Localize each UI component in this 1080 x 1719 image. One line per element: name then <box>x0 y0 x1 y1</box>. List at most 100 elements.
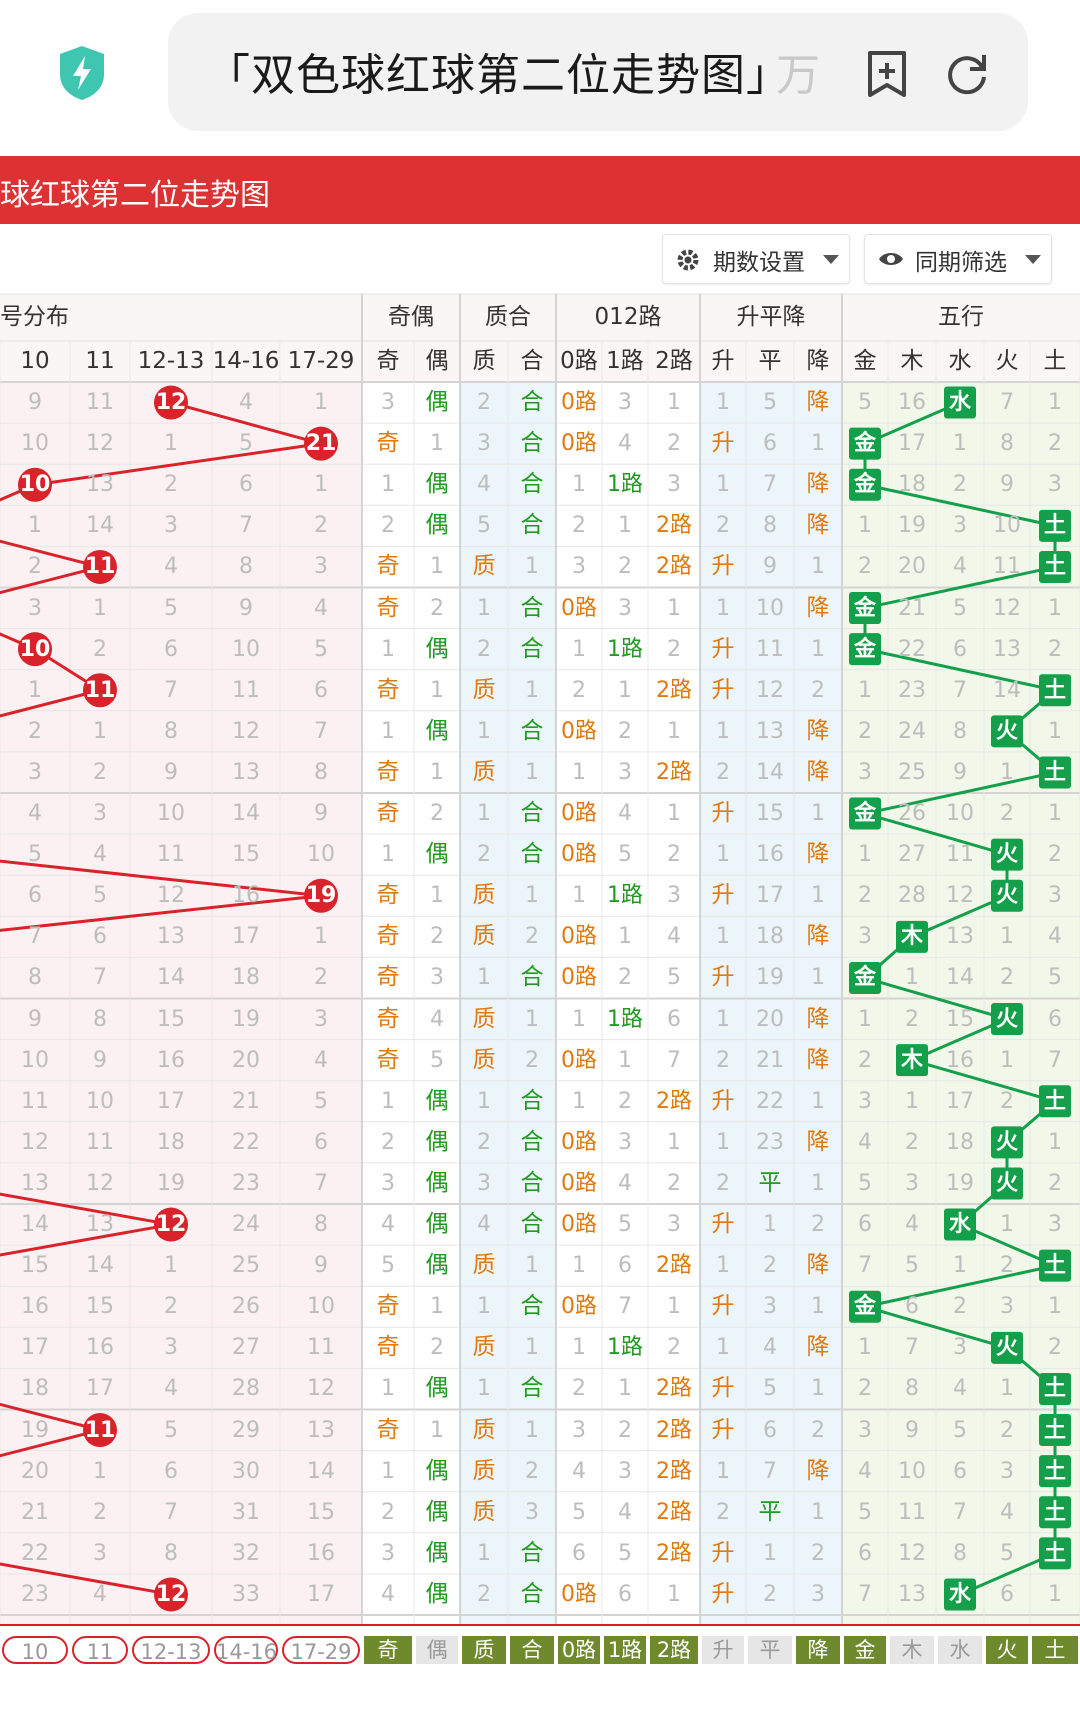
chevron-down-icon <box>1025 255 1041 264</box>
table-cell: 1 <box>572 636 586 662</box>
footer-filter-9[interactable]: 0路 <box>558 1636 600 1664</box>
footer-filter-10[interactable]: 1路 <box>604 1636 646 1664</box>
footer-filter-8[interactable]: 合 <box>510 1636 554 1664</box>
reload-icon[interactable] <box>942 49 992 103</box>
table-cell: 11 <box>157 842 185 868</box>
distribution-trend-line <box>0 1402 101 1432</box>
winning-number-ball <box>18 632 52 667</box>
table-cell: 质 <box>472 1334 496 1361</box>
footer-filter-3[interactable]: 14-16 <box>214 1636 278 1664</box>
table-cell: 1 <box>477 718 491 744</box>
footer-filter-1[interactable]: 11 <box>72 1636 128 1664</box>
table-cell: 1 <box>1048 1129 1062 1155</box>
wuxing-trend-line <box>864 1264 1056 1309</box>
footer-filter-12[interactable]: 升 <box>702 1636 744 1664</box>
table-cell: 2 <box>858 554 872 580</box>
footer-filter-19[interactable]: 土 <box>1032 1636 1078 1664</box>
footer-filter-11[interactable]: 2路 <box>650 1636 698 1664</box>
footer-filter-16[interactable]: 木 <box>890 1636 934 1664</box>
table-cell: 合 <box>520 1375 544 1402</box>
table-cell: 23 <box>21 1581 49 1607</box>
footer-filter-2[interactable]: 12-13 <box>132 1636 210 1664</box>
table-cell: 0路 <box>561 801 597 826</box>
wuxing-element: 火 <box>995 1170 1018 1196</box>
table-cell: 7 <box>239 513 253 539</box>
table-cell: 5 <box>953 1417 967 1443</box>
table-cell: 14 <box>157 965 185 991</box>
period-settings-button[interactable]: 期数设置 <box>662 234 850 284</box>
table-cell: 偶 <box>425 1498 449 1525</box>
table-cell: 2 <box>93 759 107 785</box>
table-cell: 1 <box>1048 390 1062 415</box>
table-cell: 4 <box>1048 924 1062 950</box>
table-cell: 1 <box>572 759 586 785</box>
table-cell: 1 <box>430 431 444 457</box>
table-cell: 13 <box>756 718 784 744</box>
table-cell: 3 <box>381 390 395 415</box>
table-cell: 质 <box>472 923 496 950</box>
table-cell: 6 <box>953 1458 967 1484</box>
table-cell: 质 <box>472 676 496 703</box>
column-background <box>70 294 130 1624</box>
winning-number-ball <box>154 1207 188 1242</box>
table-cell: 18 <box>232 965 260 991</box>
column-background <box>556 294 602 1624</box>
table-cell: 3 <box>953 1335 967 1361</box>
wuxing-badge <box>1039 1249 1071 1282</box>
table-cell: 偶 <box>425 389 449 415</box>
table-cell: 27 <box>232 1335 260 1361</box>
table-cell: 0路 <box>561 965 597 991</box>
table-cell: 4 <box>858 1129 872 1155</box>
table-cell: 12 <box>307 1376 335 1402</box>
table-cell: 3 <box>1000 1294 1014 1320</box>
footer-filter-7[interactable]: 质 <box>462 1636 506 1664</box>
footer-filter-6[interactable]: 偶 <box>416 1636 458 1664</box>
table-cell: 降 <box>806 758 830 785</box>
table-cell: 4 <box>953 1376 967 1402</box>
table-cell: 3 <box>618 1129 632 1155</box>
footer-filter-0[interactable]: 10 <box>2 1636 68 1664</box>
table-cell: 5 <box>28 842 42 868</box>
bookmark-add-icon[interactable] <box>864 49 910 103</box>
footer-filter-15[interactable]: 金 <box>844 1636 886 1664</box>
table-cell: 27 <box>898 842 926 868</box>
table-cell: 质 <box>472 1252 496 1279</box>
table-cell: 2 <box>430 924 444 950</box>
table-cell: 3 <box>667 883 681 909</box>
footer-filter-4[interactable]: 17-29 <box>282 1636 360 1664</box>
table-cell: 3 <box>28 759 42 785</box>
table-cell: 19 <box>756 965 784 991</box>
footer-filter-5[interactable]: 奇 <box>364 1636 412 1664</box>
shield-bolt-icon[interactable] <box>56 44 108 102</box>
table-cell: 7 <box>953 677 967 703</box>
footer-filter-14[interactable]: 降 <box>796 1636 840 1664</box>
table-cell: 3 <box>1048 472 1062 498</box>
wuxing-badge <box>896 1044 928 1077</box>
table-cell: 16 <box>232 883 260 909</box>
table-cell: 2 <box>811 677 825 703</box>
table-cell: 9 <box>314 801 328 826</box>
table-cell: 1 <box>1000 1376 1014 1402</box>
table-cell: 2 <box>763 1253 777 1279</box>
table-cell: 8 <box>239 554 253 580</box>
footer-filter-18[interactable]: 火 <box>986 1636 1028 1664</box>
table-cell: 10 <box>898 1458 926 1484</box>
table-cell: 3 <box>1048 883 1062 909</box>
period-filter-button[interactable]: 同期筛选 <box>864 234 1052 284</box>
table-cell: 2 <box>314 965 328 991</box>
wuxing-element: 水 <box>948 1581 971 1607</box>
table-cell: 3 <box>430 965 444 991</box>
table-cell: 14 <box>993 677 1021 703</box>
wuxing-trend-line <box>911 1058 1056 1103</box>
url-field[interactable]: 「双色球红球第二位走势图」 万 <box>168 13 1028 131</box>
footer-filter-13[interactable]: 平 <box>748 1636 792 1664</box>
table-cell: 11 <box>86 390 114 415</box>
url-text[interactable]: 「双色球红球第二位走势图」 <box>206 50 766 101</box>
footer-filter-17[interactable]: 水 <box>938 1636 982 1664</box>
wuxing-badge <box>1039 674 1071 707</box>
table-cell: 16 <box>86 1335 114 1361</box>
table-cell: 1 <box>430 1294 444 1320</box>
table-cell: 6 <box>905 1294 919 1320</box>
table-cell: 13 <box>307 1417 335 1443</box>
distribution-trend-line <box>0 1192 172 1227</box>
